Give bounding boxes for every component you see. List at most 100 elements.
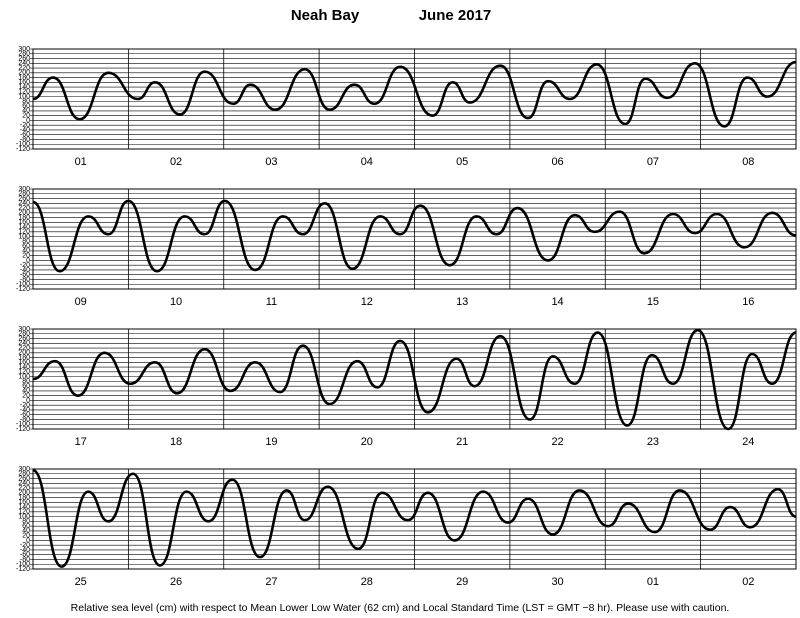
y-tick-label: 260 [18,195,30,202]
y-tick-label: 140 [18,84,30,91]
y-tick-label: 80 [22,378,30,385]
x-tick-label: 15 [647,296,659,308]
chart-date: June 2017 [419,7,492,24]
y-tick-label: -100 [16,561,30,568]
y-tick-label: -60 [20,412,30,419]
y-tick-label: 60 [22,103,30,110]
y-tick-label: -120 [16,566,30,573]
y-tick-label: 200 [18,350,30,357]
y-tick-label: 300 [18,46,30,53]
x-tick-label: 01 [647,576,659,588]
y-tick-label: 120 [18,369,30,376]
x-tick-label: 20 [361,436,373,448]
y-tick-label: 180 [18,214,30,221]
x-tick-label: 02 [170,156,182,168]
y-tick-label: 40 [22,248,30,255]
y-tick-label: 240 [18,480,30,487]
y-tick-label: 0 [26,397,30,404]
y-tick-label: 240 [18,200,30,207]
y-tick-label: -80 [20,276,30,283]
y-tick-label: 140 [18,504,30,511]
y-tick-label: -20 [20,542,30,549]
y-tick-label: 280 [18,191,30,198]
y-tick-label: 280 [18,51,30,58]
y-tick-label: 180 [18,494,30,501]
x-tick-label: 09 [75,296,87,308]
x-tick-label: 30 [551,576,563,588]
y-tick-label: -100 [16,141,30,148]
y-tick-label: 160 [18,359,30,366]
y-tick-label: 100 [18,233,30,240]
y-tick-label: -80 [20,556,30,563]
y-tick-label: 180 [18,354,30,361]
y-tick-label: 40 [22,388,30,395]
y-tick-label: 0 [26,257,30,264]
y-tick-label: 140 [18,224,30,231]
tide-curve [32,328,797,431]
y-tick-label: 100 [18,93,30,100]
y-tick-label: -40 [20,267,30,274]
tide-curve [32,199,797,273]
y-tick-label: -40 [20,407,30,414]
y-tick-label: -100 [16,281,30,288]
x-tick-label: 05 [456,156,468,168]
x-tick-label: 13 [456,296,468,308]
y-tick-label: 120 [18,89,30,96]
x-tick-label: 17 [75,436,87,448]
x-tick-label: 10 [170,296,182,308]
y-tick-label: 120 [18,509,30,516]
y-tick-label: -20 [20,262,30,269]
x-tick-label: 26 [170,576,182,588]
x-tick-label: 29 [456,576,468,588]
x-tick-label: 25 [75,576,87,588]
y-tick-label: 220 [18,205,30,212]
x-tick-label: 08 [742,156,754,168]
y-tick-label: 140 [18,364,30,371]
y-tick-label: 160 [18,499,30,506]
y-tick-label: -20 [20,122,30,129]
y-tick-label: 100 [18,373,30,380]
x-tick-label: 12 [361,296,373,308]
y-tick-label: 280 [18,471,30,478]
x-tick-label: 01 [75,156,87,168]
y-tick-label: -120 [16,286,30,293]
y-tick-label: 60 [22,243,30,250]
y-tick-label: 260 [18,475,30,482]
y-tick-label: 100 [18,513,30,520]
x-tick-label: 04 [361,156,373,168]
x-tick-label: 02 [742,576,754,588]
y-tick-label: -40 [20,547,30,554]
y-tick-label: 40 [22,528,30,535]
x-tick-label: 23 [647,436,659,448]
y-tick-label: -60 [20,272,30,279]
y-tick-label: 200 [18,490,30,497]
y-tick-label: -40 [20,127,30,134]
y-tick-label: 280 [18,331,30,338]
y-tick-label: 200 [18,210,30,217]
y-tick-label: 180 [18,74,30,81]
y-tick-label: -60 [20,552,30,559]
y-tick-label: 220 [18,345,30,352]
y-tick-label: 160 [18,219,30,226]
x-tick-label: 27 [265,576,277,588]
x-tick-label: 06 [551,156,563,168]
y-tick-label: 260 [18,55,30,62]
y-tick-label: 40 [22,108,30,115]
y-tick-label: 160 [18,79,30,86]
x-tick-label: 14 [551,296,563,308]
tide-curve [32,60,797,128]
y-tick-label: 0 [26,117,30,124]
footnote: Relative sea level (cm) with respect to … [71,602,730,614]
y-tick-label: 20 [22,113,30,120]
y-tick-label: 200 [18,70,30,77]
y-tick-label: 300 [18,326,30,333]
x-tick-label: 03 [265,156,277,168]
y-tick-label: -60 [20,132,30,139]
y-tick-label: -80 [20,416,30,423]
y-tick-label: -20 [20,402,30,409]
y-tick-label: 300 [18,186,30,193]
x-tick-label: 11 [266,296,277,308]
y-tick-label: -120 [16,426,30,433]
y-tick-label: -80 [20,136,30,143]
y-tick-label: 220 [18,65,30,72]
